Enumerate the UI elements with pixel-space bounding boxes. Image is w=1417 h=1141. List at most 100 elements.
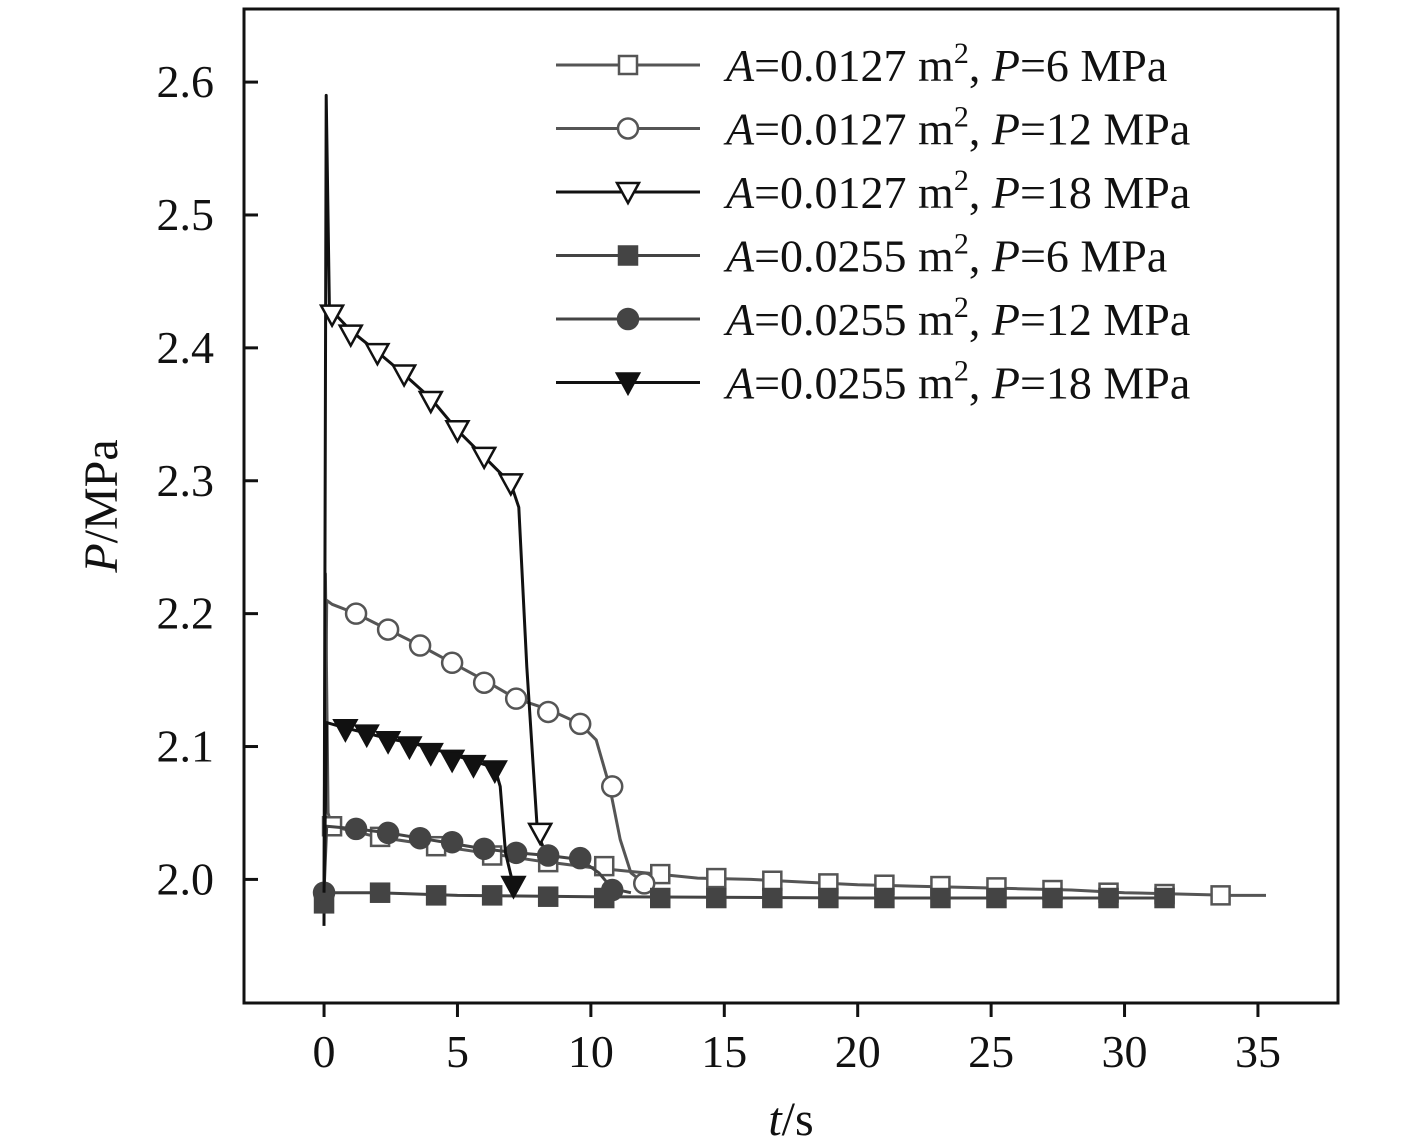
x-tick-label: 30 (1102, 1026, 1148, 1077)
series-5 (312, 817, 632, 904)
data-point (390, 364, 418, 389)
data-point (593, 855, 615, 877)
legend-marker (617, 245, 639, 266)
data-point (481, 760, 508, 785)
x-tick-label: 5 (446, 1026, 469, 1077)
legend-entry: A=0.0255 m2, P=12 MPa (556, 291, 1190, 345)
legend-label: A=0.0127 m2, P=18 MPa (723, 164, 1190, 218)
data-point (332, 719, 359, 743)
x-axis-var: t (768, 1093, 783, 1141)
data-point (440, 830, 464, 854)
data-point (344, 817, 368, 841)
plot-frame (242, 7, 1340, 1005)
data-point (337, 324, 364, 349)
y-tick-label: 2.5 (157, 189, 215, 240)
data-point (650, 863, 671, 885)
data-point (374, 730, 402, 755)
data-point (364, 342, 391, 367)
data-point (369, 882, 391, 903)
data-point (376, 618, 400, 641)
data-point (417, 390, 444, 415)
x-axis: 0 5 10 15 20 25 30 35 (313, 1003, 1281, 1077)
data-point (1154, 887, 1175, 909)
data-point (762, 887, 783, 909)
data-point (504, 841, 528, 865)
data-point (417, 742, 444, 767)
legend-entry: A=0.0127 m2, P=12 MPa (556, 101, 1190, 155)
plot-area (312, 93, 1266, 926)
y-axis-var: P (75, 543, 128, 573)
series-line (322, 721, 515, 893)
legend-marker (616, 307, 640, 331)
series-2 (322, 598, 656, 900)
data-point (818, 887, 839, 909)
data-point (568, 846, 592, 870)
data-point (344, 602, 368, 625)
y-axis: 2.0 2.1 2.2 2.3 2.4 2.5 2.6 (157, 56, 258, 904)
x-axis-title: t/s (768, 1093, 813, 1141)
legend-marker (614, 181, 642, 206)
x-tick-label: 25 (968, 1026, 1014, 1077)
legend-label: A=0.0255 m2, P=12 MPa (723, 291, 1190, 345)
data-point (527, 822, 554, 847)
data-point (500, 875, 527, 900)
series-line (322, 598, 646, 900)
data-point (536, 700, 560, 724)
data-point (504, 687, 528, 710)
data-point (632, 872, 656, 895)
x-tick-label: 35 (1235, 1026, 1281, 1077)
series-6 (322, 719, 527, 900)
legend-label: A=0.0127 m2, P=6 MPa (723, 37, 1167, 91)
data-point (536, 844, 560, 867)
y-tick-label: 2.2 (157, 588, 215, 639)
data-point (568, 712, 592, 736)
data-point (762, 870, 783, 891)
legend-entry: A=0.0255 m2, P=6 MPa (556, 228, 1167, 282)
x-tick-label: 20 (835, 1026, 881, 1077)
data-point (874, 887, 895, 909)
x-axis-unit: /s (782, 1093, 814, 1141)
legend-marker (614, 372, 642, 397)
data-point (1210, 885, 1231, 906)
data-point (376, 821, 400, 845)
y-axis-title: P/MPa (75, 439, 128, 573)
legend-marker (616, 117, 640, 140)
legend-entry: A=0.0127 m2, P=18 MPa (556, 164, 1190, 218)
data-point (353, 724, 380, 749)
data-point (439, 749, 466, 774)
x-tick-label: 0 (313, 1026, 336, 1077)
data-point (425, 885, 447, 906)
legend-marker (617, 54, 639, 76)
y-tick-label: 2.4 (157, 322, 215, 373)
legend: A=0.0127 m2, P=6 MPa A=0.0127 m2, P=12 MP… (556, 37, 1190, 409)
data-point (1098, 887, 1119, 909)
x-tick-label: 15 (701, 1026, 747, 1077)
data-point (600, 775, 624, 798)
data-point (440, 651, 464, 675)
series-3 (318, 93, 554, 926)
series-line (322, 93, 547, 926)
data-point (396, 736, 423, 761)
data-point (444, 420, 471, 444)
series-line (322, 891, 1165, 901)
series-line (322, 572, 1266, 900)
legend-entry: A=0.0127 m2, P=6 MPa (556, 37, 1167, 91)
data-point (481, 885, 503, 906)
legend-entry: A=0.0255 m2, P=18 MPa (556, 355, 1190, 409)
data-point (472, 837, 496, 861)
series-1 (321, 572, 1266, 906)
data-point (408, 826, 432, 850)
data-point (408, 634, 432, 657)
data-point (471, 446, 498, 471)
data-point (1042, 887, 1063, 909)
y-tick-label: 2.0 (157, 853, 215, 904)
data-point (600, 878, 624, 902)
y-axis-unit: /MPa (75, 439, 128, 543)
y-tick-label: 2.6 (157, 56, 215, 107)
data-point (706, 887, 727, 909)
series-4 (313, 882, 1175, 914)
data-point (537, 886, 559, 907)
data-point (706, 867, 727, 889)
x-tick-label: 10 (568, 1026, 614, 1077)
